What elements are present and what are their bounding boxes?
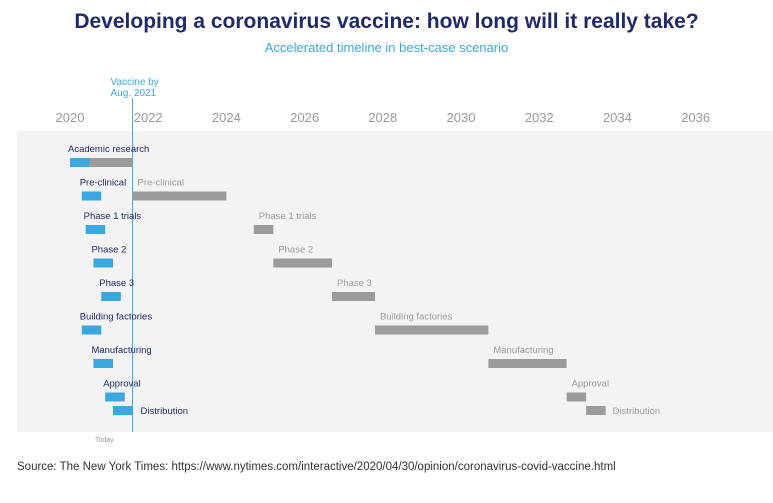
x-axis-ticks: 2020 2022 2024 2026 2028 2030 2032 2034 2036: [56, 110, 711, 125]
stage-label: Approval: [103, 379, 141, 390]
accelerated-bar: [93, 359, 114, 368]
traditional-bar: [566, 392, 587, 402]
stage-label: Distribution: [141, 406, 189, 417]
chart-subtitle: Accelerated timeline in best-case scenar…: [264, 40, 509, 55]
plot-panel: [17, 131, 773, 432]
vaccine-marker: Vaccine by Aug. 2021: [111, 77, 159, 432]
x-tick-label: 2020: [56, 110, 85, 125]
traditional-bar: [132, 191, 227, 201]
traditional-bar: [273, 258, 332, 268]
x-tick-label: 2030: [447, 110, 476, 125]
chart-title: Developing a coronavirus vaccine: how lo…: [74, 10, 699, 33]
x-tick-label: 2022: [134, 110, 163, 125]
traditional-label: Manufacturing: [493, 345, 553, 356]
accelerated-bar: [93, 258, 114, 268]
stage-label: Phase 1 trials: [84, 211, 142, 222]
stage-label: Phase 3: [99, 278, 134, 289]
traditional-bar: [253, 225, 274, 234]
x-tick-label: 2032: [525, 110, 554, 125]
accelerated-bar: [101, 292, 121, 301]
traditional-label: Phase 3: [337, 278, 372, 289]
traditional-label: Building factories: [380, 312, 453, 323]
traditional-label: Pre-clinical: [138, 178, 184, 189]
stage-label: Building factories: [80, 312, 153, 323]
x-tick-label: 2028: [368, 110, 397, 125]
traditional-bar: [331, 292, 375, 301]
x-tick-label: 2026: [290, 110, 319, 125]
accelerated-bar: [113, 406, 133, 415]
traditional-bar: [586, 406, 606, 415]
accelerated-bar: [105, 392, 125, 402]
traditional-label: Approval: [572, 379, 610, 390]
marker-label: Vaccine by Aug. 2021: [111, 77, 159, 99]
traditional-bar: [488, 359, 567, 368]
stage-bars: Academic research Pre-clinical Pre-clinica…: [68, 144, 660, 417]
source-note: Source: The New York Times: https://www.…: [17, 461, 616, 473]
stage-label: Academic research: [68, 144, 149, 155]
x-tick-label: 2036: [681, 110, 710, 125]
x-tick-label: 2034: [603, 110, 632, 125]
x-tick-label: 2024: [212, 110, 241, 125]
traditional-bar: [89, 158, 133, 167]
accelerated-bar: [81, 325, 102, 335]
traditional-bar: [374, 325, 489, 335]
accelerated-bar: [81, 191, 102, 201]
traditional-label: Phase 1 trials: [259, 211, 317, 222]
traditional-label: Distribution: [613, 406, 661, 417]
accelerated-bar: [85, 225, 106, 234]
traditional-label: Phase 2: [278, 245, 313, 256]
today-label: Today: [95, 437, 114, 444]
stage-label: Manufacturing: [91, 345, 151, 356]
stage-label: Pre-clinical: [80, 178, 126, 189]
stage-label: Phase 2: [91, 245, 126, 256]
accelerated-bar: [70, 158, 90, 167]
